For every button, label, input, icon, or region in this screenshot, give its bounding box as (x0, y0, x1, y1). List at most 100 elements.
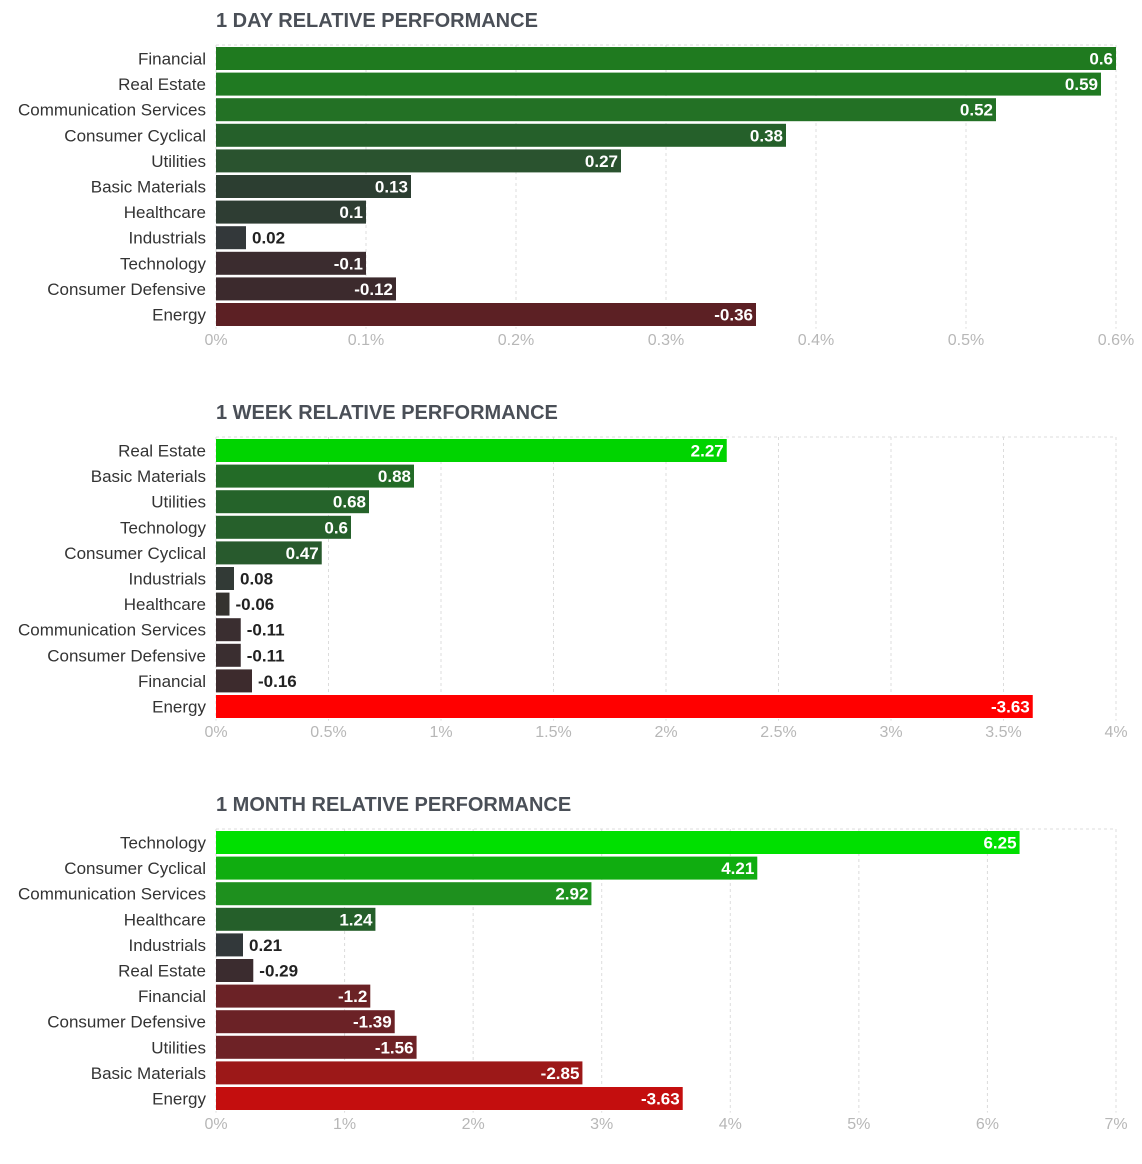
bar (216, 72, 1101, 96)
category-label: Industrials (129, 936, 206, 955)
x-tick-label: 0.6% (1098, 332, 1134, 349)
value-label: 0.38 (750, 126, 783, 145)
value-label: 0.52 (960, 101, 993, 120)
value-label: -1.2 (338, 987, 367, 1006)
bar (216, 200, 366, 224)
x-tick-label: 0.4% (798, 332, 834, 349)
value-label: -0.1 (334, 254, 363, 273)
bar (216, 984, 371, 1008)
bar (216, 149, 621, 173)
x-tick-label: 0% (204, 1116, 227, 1133)
bar (216, 277, 396, 301)
value-label: 0.68 (333, 493, 366, 512)
value-label: 2.92 (555, 885, 588, 904)
value-label: -1.56 (375, 1038, 414, 1057)
value-label: 0.88 (378, 467, 411, 486)
value-label: 0.27 (585, 152, 618, 171)
bar (216, 882, 592, 906)
bar (216, 439, 727, 462)
x-tick-label: 0% (204, 724, 227, 741)
bar (216, 1010, 395, 1034)
category-label: Healthcare (124, 910, 206, 929)
category-label: Real Estate (118, 75, 206, 94)
x-tick-label: 0.2% (498, 332, 534, 349)
x-tick-label: 0.1% (348, 332, 384, 349)
chart-1-day: 1 DAY RELATIVE PERFORMANCE 0% 0.1% 0.2% 0.3… (0, 0, 1142, 380)
bar (216, 123, 786, 147)
x-tick-label: 4% (1104, 724, 1127, 741)
x-tick-label: 2% (654, 724, 677, 741)
x-tick-label: 0% (204, 332, 227, 349)
category-label: Technology (120, 518, 207, 537)
x-tick-label: 0.5% (948, 332, 984, 349)
bar (216, 251, 366, 275)
value-label: -3.63 (641, 1090, 680, 1109)
value-label: -0.06 (236, 595, 275, 614)
bar (216, 959, 254, 982)
bar (216, 98, 996, 122)
value-label: 0.6 (324, 518, 348, 537)
category-label: Basic Materials (91, 467, 206, 486)
category-label: Consumer Cyclical (64, 126, 206, 145)
value-label: -0.11 (247, 646, 285, 665)
bar (216, 1087, 683, 1110)
x-tick-label: 2.5% (760, 724, 796, 741)
bar (216, 856, 758, 880)
x-tick-label: 5% (847, 1116, 870, 1133)
value-label: -0.12 (354, 280, 393, 299)
bar (216, 464, 414, 488)
category-label: Real Estate (118, 962, 206, 981)
category-label: Technology (120, 834, 207, 853)
value-label: 0.13 (375, 178, 408, 197)
value-label: 1.24 (339, 910, 373, 929)
value-label: 4.21 (721, 859, 754, 878)
value-label: -1.39 (353, 1013, 392, 1032)
bar (216, 47, 1116, 70)
category-label: Communication Services (18, 621, 206, 640)
bar (216, 1061, 583, 1085)
value-label: 0.47 (286, 544, 319, 563)
x-tick-label: 0.3% (648, 332, 684, 349)
chart-1-month: 1 MONTH RELATIVE PERFORMANCE 0% 1% 2% 3% 4% 5… (0, 784, 1142, 1164)
category-label: Consumer Defensive (47, 280, 206, 299)
category-label: Financial (138, 672, 206, 691)
category-label: Industrials (129, 570, 206, 589)
chart-title: 1 WEEK RELATIVE PERFORMANCE (216, 402, 558, 424)
category-label: Financial (138, 987, 206, 1006)
x-tick-label: 7% (1104, 1116, 1127, 1133)
category-label: Industrials (129, 229, 206, 248)
x-tick-label: 2% (462, 1116, 485, 1133)
value-label: -0.29 (259, 962, 298, 981)
category-label: Utilities (151, 493, 206, 512)
category-label: Real Estate (118, 442, 206, 461)
x-tick-label: 0.5% (310, 724, 346, 741)
value-label: -3.63 (991, 698, 1030, 717)
bar (216, 226, 246, 250)
value-label: 0.21 (249, 936, 282, 955)
category-label: Communication Services (18, 885, 206, 904)
bar (216, 1035, 417, 1059)
category-label: Basic Materials (91, 178, 206, 197)
bar (216, 695, 1033, 718)
bar (216, 567, 234, 590)
value-label: -0.11 (247, 621, 285, 640)
category-label: Technology (120, 254, 207, 273)
bar (216, 618, 241, 642)
bar (216, 490, 369, 514)
category-label: Healthcare (124, 203, 206, 222)
value-label: -0.36 (714, 306, 753, 325)
bar (216, 303, 756, 326)
chart-1-day-plot: 0% 0.1% 0.2% 0.3% 0.4% 0.5% 0.6% Financial 0.6 Re… (18, 44, 1134, 349)
x-tick-label: 4% (719, 1116, 742, 1133)
value-label: -2.85 (541, 1064, 580, 1083)
chart-1-week: 1 WEEK RELATIVE PERFORMANCE 0% 0.5% 1% 1.5%… (0, 392, 1142, 772)
bar (216, 515, 351, 539)
x-tick-label: 6% (976, 1116, 999, 1133)
chart-title: 1 DAY RELATIVE PERFORMANCE (216, 10, 538, 32)
bar (216, 933, 243, 957)
chart-1-week-plot: 0% 0.5% 1% 1.5% 2% 2.5% 3% 3.5% 4% Real Estate 2.2… (18, 436, 1128, 741)
category-label: Energy (152, 1090, 206, 1109)
bar (216, 831, 1020, 854)
category-label: Consumer Defensive (47, 1013, 206, 1032)
chart-title: 1 MONTH RELATIVE PERFORMANCE (216, 794, 572, 816)
